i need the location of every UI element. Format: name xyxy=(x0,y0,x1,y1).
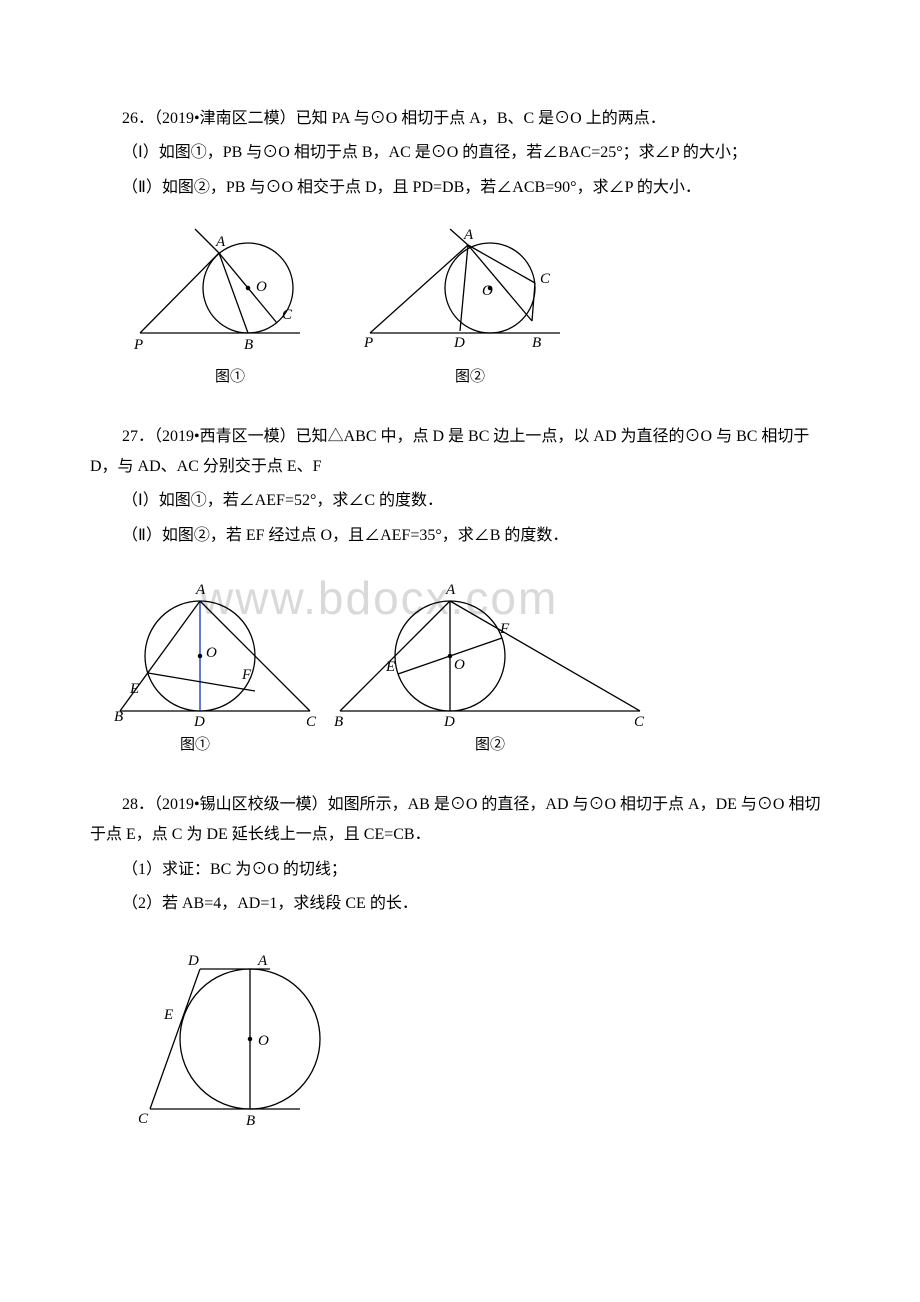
q26-fig2-wrap: A O C B D P 图② xyxy=(360,213,580,392)
q27-fig2-svg: A O F E B D C xyxy=(330,561,650,731)
q27-fig2-label: 图② xyxy=(330,731,650,760)
svg-text:A: A xyxy=(195,582,206,598)
svg-text:P: P xyxy=(363,335,373,351)
svg-text:O: O xyxy=(206,645,217,661)
q26-fig1-label: 图① xyxy=(130,363,330,392)
svg-text:F: F xyxy=(499,621,510,637)
svg-text:E: E xyxy=(129,681,139,697)
q28-part2: （2）若 AB=4，AD=1，求线段 CE 的长． xyxy=(90,889,830,919)
q26-fig1-svg: A O C B P xyxy=(130,213,330,363)
q26-fig2-label: 图② xyxy=(360,363,580,392)
svg-text:C: C xyxy=(540,271,551,287)
q26-figures: A O C B P 图① xyxy=(130,213,830,392)
q28-figure: A D E O C B xyxy=(130,929,830,1129)
svg-text:D: D xyxy=(187,953,199,969)
svg-text:A: A xyxy=(257,953,268,969)
q28-stem: 28．（2019•锡山区校级一模）如图所示，AB 是⊙O 的直径，AD 与⊙O … xyxy=(90,790,830,851)
q26-part2: （Ⅱ）如图②，PB 与⊙O 相交于点 D，且 PD=DB，若∠ACB=90°，求… xyxy=(90,173,830,203)
page: 26．（2019•津南区二模）已知 PA 与⊙O 相切于点 A，B、C 是⊙O … xyxy=(0,0,920,1219)
svg-text:D: D xyxy=(443,714,455,730)
svg-text:D: D xyxy=(453,335,465,351)
svg-text:D: D xyxy=(193,714,205,730)
svg-text:O: O xyxy=(482,283,493,299)
q27-stem: 27．（2019•西青区一模）已知△ABC 中，点 D 是 BC 边上一点，以 … xyxy=(90,422,830,483)
svg-text:A: A xyxy=(463,227,474,243)
svg-text:E: E xyxy=(163,1007,173,1023)
svg-text:C: C xyxy=(282,307,293,323)
svg-text:B: B xyxy=(334,714,343,730)
svg-text:C: C xyxy=(634,714,645,730)
q27-fig1-wrap: A O F E B D C 图① xyxy=(110,561,320,760)
svg-text:A: A xyxy=(445,582,456,598)
q27-fig1-svg: A O F E B D C xyxy=(110,561,320,731)
svg-text:C: C xyxy=(306,714,317,730)
svg-text:A: A xyxy=(215,234,226,250)
svg-text:C: C xyxy=(138,1111,149,1127)
svg-text:O: O xyxy=(258,1033,269,1049)
svg-text:B: B xyxy=(114,709,123,725)
svg-text:P: P xyxy=(133,337,143,353)
q27-fig2-wrap: A O F E B D C 图② xyxy=(330,561,650,760)
svg-text:B: B xyxy=(244,337,253,353)
svg-text:O: O xyxy=(454,657,465,673)
svg-text:F: F xyxy=(241,667,252,683)
q26-fig1-wrap: A O C B P 图① xyxy=(130,213,330,392)
svg-text:O: O xyxy=(256,279,267,295)
q26-part1: （Ⅰ）如图①，PB 与⊙O 相切于点 B，AC 是⊙O 的直径，若∠BAC=25… xyxy=(90,138,830,168)
q26-fig2-svg: A O C B D P xyxy=(360,213,580,363)
q28-fig-svg: A D E O C B xyxy=(130,929,340,1129)
q28-part1: （1）求证：BC 为⊙O 的切线； xyxy=(90,855,830,885)
svg-text:B: B xyxy=(246,1113,255,1129)
q27-part2: （Ⅱ）如图②，若 EF 经过点 O，且∠AEF=35°，求∠B 的度数． xyxy=(90,521,830,551)
q27-part1: （Ⅰ）如图①，若∠AEF=52°，求∠C 的度数． xyxy=(90,486,830,516)
q26-stem: 26．（2019•津南区二模）已知 PA 与⊙O 相切于点 A，B、C 是⊙O … xyxy=(90,104,830,134)
svg-text:E: E xyxy=(385,659,395,675)
q27-figures: A O F E B D C 图① xyxy=(110,561,830,760)
svg-text:B: B xyxy=(532,335,541,351)
q27-fig1-label: 图① xyxy=(70,731,320,760)
